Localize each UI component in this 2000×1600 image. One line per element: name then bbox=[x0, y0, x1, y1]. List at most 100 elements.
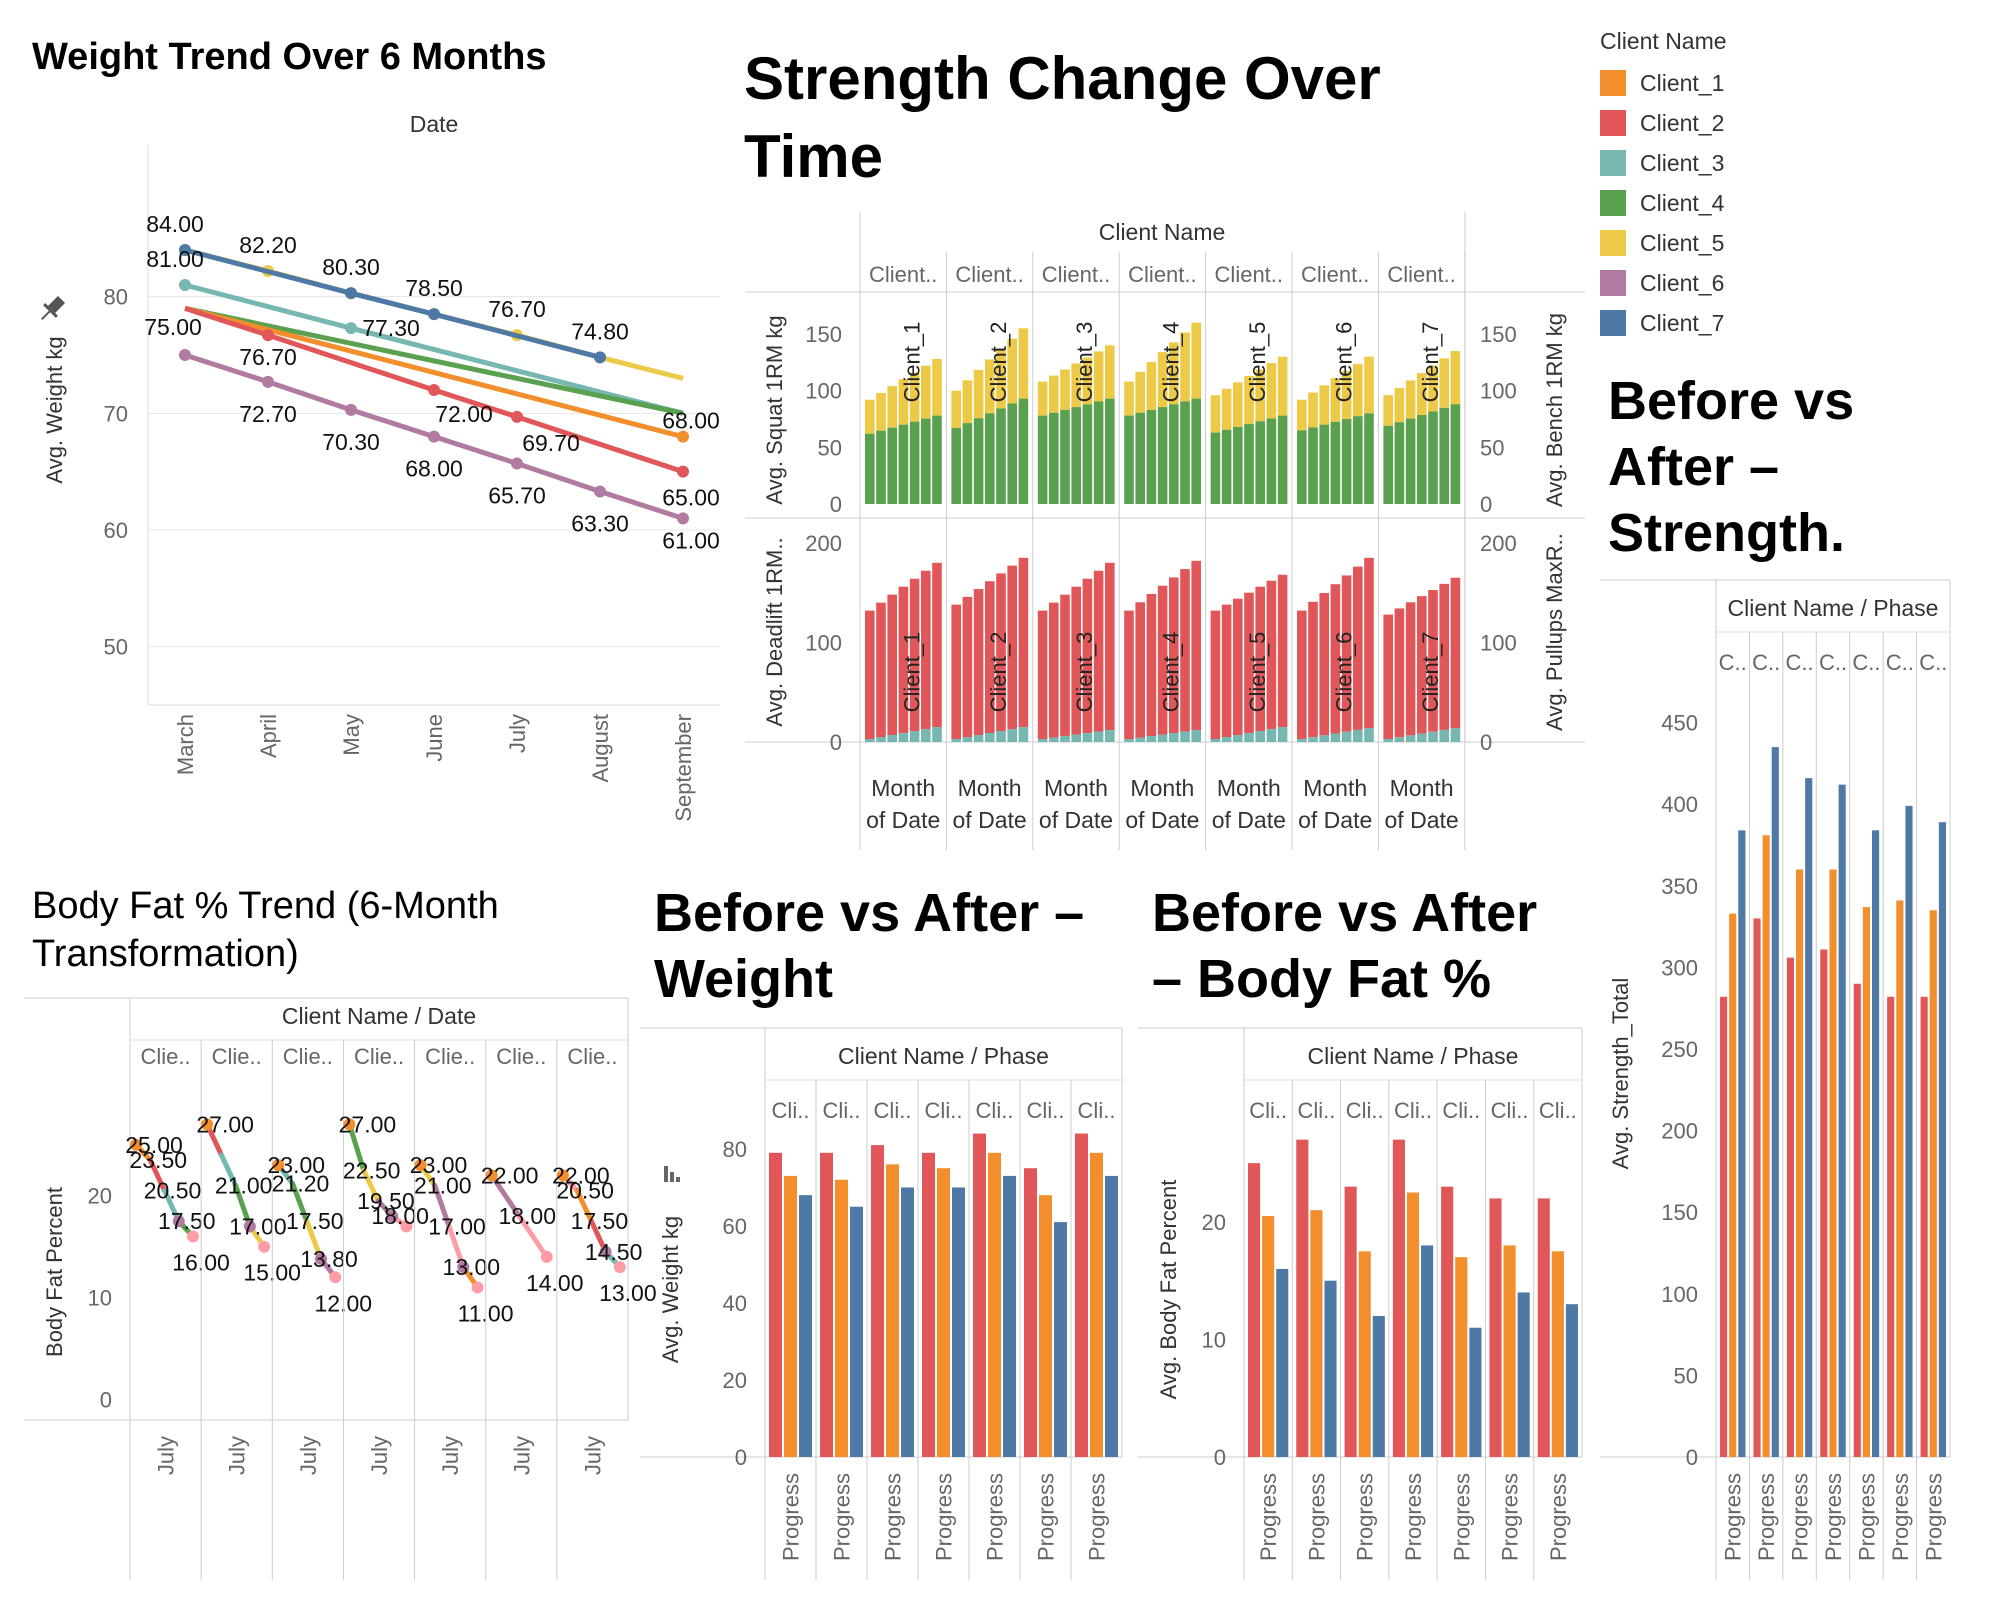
deadlift-bar bbox=[1105, 562, 1115, 731]
bench-bar bbox=[1330, 378, 1341, 422]
y-tick-label: 80 bbox=[104, 285, 128, 310]
x-tick-label: Progress bbox=[1401, 1473, 1426, 1561]
legend-item-client-4[interactable]: Client_4 bbox=[1600, 183, 1900, 223]
x-tick-label: July bbox=[580, 1436, 605, 1475]
pullups-bar bbox=[1266, 729, 1277, 742]
squat-bar bbox=[1319, 424, 1329, 504]
phase-bar bbox=[1324, 1280, 1337, 1457]
deadlift-bar bbox=[1169, 577, 1179, 734]
phase-bar bbox=[1075, 1133, 1088, 1457]
deadlift-bar bbox=[932, 562, 942, 728]
chart-header: Client Name / Phase bbox=[1728, 595, 1939, 621]
y-tick-label: 150 bbox=[1480, 322, 1517, 347]
y-tick-label: 60 bbox=[104, 518, 128, 543]
data-label: 63.30 bbox=[571, 511, 629, 537]
deadlift-bar bbox=[1297, 610, 1307, 740]
legend-item-client-7[interactable]: Client_7 bbox=[1600, 303, 1900, 343]
y-tick-label: 100 bbox=[805, 630, 842, 655]
x-footer-label: of Date bbox=[866, 807, 940, 833]
pullups-bar bbox=[1405, 735, 1416, 742]
bench-bar bbox=[1308, 392, 1318, 428]
trend-segment bbox=[361, 1167, 381, 1204]
phase-bar bbox=[1551, 1251, 1564, 1457]
column-header: Cli.. bbox=[1027, 1098, 1065, 1123]
data-label: 13.00 bbox=[443, 1254, 501, 1280]
bench-bar bbox=[951, 390, 961, 429]
data-label: 82.20 bbox=[239, 232, 297, 258]
squat-bar bbox=[1428, 411, 1438, 504]
legend-item-client-6[interactable]: Client_6 bbox=[1600, 263, 1900, 303]
legend-swatch bbox=[1600, 310, 1626, 336]
pullups-bar bbox=[1308, 737, 1318, 742]
legend-item-client-1[interactable]: Client_1 bbox=[1600, 63, 1900, 103]
data-point bbox=[677, 465, 689, 478]
strength-before-after-title: Before vs After – Strength. bbox=[1608, 368, 1854, 566]
client-bar-label: Client_7 bbox=[1418, 322, 1443, 403]
phase-bar bbox=[1738, 830, 1746, 1457]
data-label: 17.50 bbox=[571, 1208, 629, 1234]
phase-bar bbox=[1105, 1175, 1118, 1457]
column-header: Clie.. bbox=[354, 1044, 404, 1069]
strength-before-after-title-line-2: After – bbox=[1608, 437, 1780, 497]
data-label: 18.00 bbox=[371, 1203, 429, 1229]
data-label: 22.50 bbox=[343, 1157, 401, 1183]
phase-bar bbox=[1310, 1210, 1323, 1457]
data-point bbox=[540, 1250, 553, 1263]
squat-bar bbox=[1049, 412, 1059, 504]
bench-bar bbox=[1244, 375, 1254, 425]
squat-bar bbox=[985, 413, 995, 504]
phase-bar bbox=[1771, 747, 1779, 1457]
phase-bar bbox=[1248, 1163, 1261, 1457]
deadlift-bar bbox=[887, 594, 897, 736]
pullups-bar bbox=[932, 727, 942, 742]
client-bar-label: Client_6 bbox=[1331, 632, 1356, 713]
column-header: Cli.. bbox=[1442, 1098, 1480, 1123]
squat-bar bbox=[973, 418, 984, 504]
y-tick-label: 20 bbox=[1202, 1210, 1226, 1235]
bench-bar bbox=[1255, 369, 1265, 422]
pullups-bar bbox=[1082, 733, 1093, 742]
bench-bar bbox=[973, 369, 984, 419]
pullups-bar bbox=[1060, 736, 1070, 742]
y-axis-title: Avg. Body Fat Percent bbox=[1156, 1180, 1181, 1400]
weight_before_after-plot: Client Name / Phase 0 20 40 60 80 Avg. Weight … bbox=[640, 1027, 1123, 1580]
x-tick-label: September bbox=[671, 714, 696, 822]
legend-item-client-3[interactable]: Client_3 bbox=[1600, 143, 1900, 183]
pullups-bar bbox=[1018, 727, 1029, 742]
x-footer-label: of Date bbox=[1298, 807, 1372, 833]
column-header: Clie.. bbox=[141, 1044, 191, 1069]
column-header: Client.. bbox=[869, 262, 937, 287]
x-tick-label: Progress bbox=[1353, 1473, 1378, 1561]
legend-item-client-2[interactable]: Client_2 bbox=[1600, 103, 1900, 143]
column-header: Client.. bbox=[1387, 262, 1455, 287]
squat-bar bbox=[1364, 413, 1374, 504]
client-legend[interactable]: Client Name Client_1 Client_2 Client_3 Clie… bbox=[1600, 28, 1900, 343]
client-bar-label: Client_5 bbox=[1245, 322, 1270, 403]
y-axis-title: Avg. Pullups MaxR.. bbox=[1542, 533, 1567, 731]
deadlift-bar bbox=[898, 586, 909, 734]
x-tick-label: August bbox=[588, 714, 613, 783]
data-point bbox=[677, 430, 689, 443]
phase-bar bbox=[1455, 1257, 1468, 1457]
deadlift-bar bbox=[1049, 602, 1059, 738]
phase-bar bbox=[1503, 1245, 1516, 1457]
x-footer-label: of Date bbox=[1212, 807, 1286, 833]
bench-bar bbox=[985, 359, 995, 414]
phase-bar bbox=[1896, 900, 1904, 1457]
y-tick-label: 100 bbox=[1480, 379, 1517, 404]
data-label: 84.00 bbox=[146, 211, 204, 237]
legend-label: Client_5 bbox=[1640, 229, 1725, 256]
squat-bar bbox=[1007, 403, 1017, 504]
squat-bar bbox=[1105, 398, 1115, 504]
phase-bar bbox=[1929, 910, 1937, 1457]
column-header: Cli.. bbox=[1249, 1098, 1287, 1123]
legend-item-client-5[interactable]: Client_5 bbox=[1600, 223, 1900, 263]
bodyfat-trend-title: Body Fat % Trend (6-Month Transformation… bbox=[32, 882, 499, 978]
strength-before-after-title-line-1: Before vs bbox=[1608, 371, 1855, 431]
sort-icon bbox=[664, 1166, 680, 1182]
data-label: 17.50 bbox=[158, 1208, 216, 1234]
deadlift-bar bbox=[1383, 614, 1393, 740]
data-point bbox=[428, 384, 440, 396]
bench-bar bbox=[1135, 371, 1145, 413]
legend-label: Client_6 bbox=[1640, 269, 1725, 296]
